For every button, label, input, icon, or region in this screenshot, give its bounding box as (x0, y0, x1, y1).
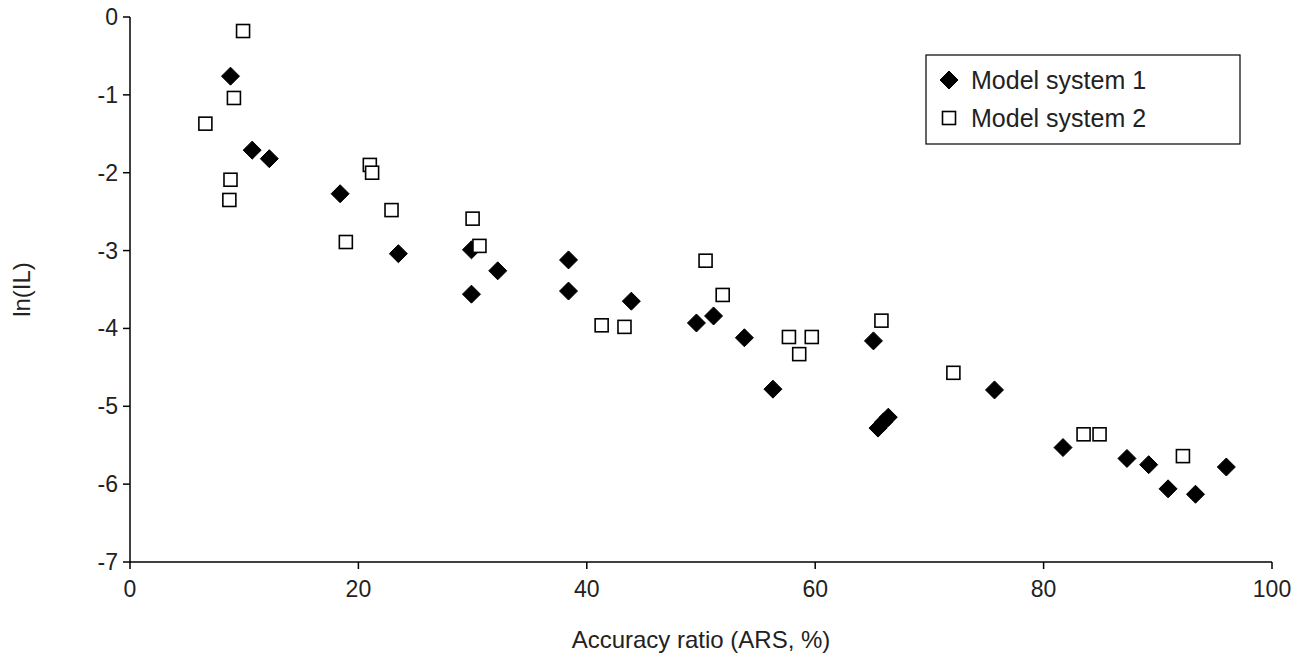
y-tick (123, 172, 130, 174)
point (1159, 480, 1177, 498)
point (1176, 450, 1189, 463)
point (199, 117, 212, 130)
point (1186, 485, 1204, 503)
x-tick-label: 60 (802, 576, 828, 602)
x-tick (1043, 562, 1045, 569)
point (875, 314, 888, 327)
point (1054, 439, 1072, 457)
point (705, 307, 723, 325)
legend: Model system 1 Model system 2 (926, 55, 1240, 144)
x-tick (586, 562, 588, 569)
point (224, 173, 237, 186)
point (223, 193, 236, 206)
point (618, 320, 631, 333)
y-tick-label: -4 (98, 315, 119, 341)
point (716, 288, 729, 301)
point (473, 239, 486, 252)
point (793, 348, 806, 361)
point (339, 236, 352, 249)
y-axis-label: ln(IL) (8, 262, 35, 317)
y-tick (123, 483, 130, 485)
point (1118, 449, 1136, 467)
x-tick-label: 20 (346, 576, 372, 602)
point (560, 282, 578, 300)
x-tick-label: 40 (574, 576, 600, 602)
point (366, 166, 379, 179)
x-tick-label: 80 (1031, 576, 1057, 602)
y-tick (123, 250, 130, 252)
x-tick (814, 562, 816, 569)
y-tick-label: -1 (98, 82, 118, 108)
point (864, 332, 882, 350)
point (947, 366, 960, 379)
y-tick (123, 328, 130, 330)
y-tick (123, 16, 130, 18)
y-tick-label: -2 (98, 160, 118, 186)
x-tick-label: 100 (1253, 576, 1291, 602)
point (735, 329, 753, 347)
legend-marker (940, 71, 958, 89)
point (687, 314, 705, 332)
point (243, 141, 261, 159)
point (764, 380, 782, 398)
x-tick (1271, 562, 1273, 569)
x-axis (130, 561, 1272, 563)
point (237, 25, 250, 38)
x-axis-label: Accuracy ratio (ARS, %) (572, 626, 831, 653)
point (595, 319, 608, 332)
point (221, 67, 239, 85)
y-tick-label: -5 (98, 393, 118, 419)
y-tick (123, 561, 130, 563)
point (782, 330, 795, 343)
y-tick-label: 0 (105, 4, 118, 30)
point (1093, 428, 1106, 441)
point (260, 150, 278, 168)
y-tick (123, 94, 130, 96)
point (622, 292, 640, 310)
chart: -7 -6 -5 -4 -3 -2 -1 0 0 20 40 60 80 100 Accuracy rati… (0, 0, 1303, 665)
point (985, 381, 1003, 399)
point (466, 212, 479, 225)
legend-marker (943, 112, 956, 125)
x-tick (129, 562, 131, 569)
point (805, 330, 818, 343)
y-tick-label: -6 (98, 471, 118, 497)
point (699, 254, 712, 267)
legend-label: Model system 1 (971, 66, 1146, 94)
y-axis (129, 17, 131, 562)
y-tick (123, 406, 130, 408)
point (489, 262, 507, 280)
point (560, 251, 578, 269)
point (331, 185, 349, 203)
point (389, 245, 407, 263)
point (227, 91, 240, 104)
x-tick (358, 562, 360, 569)
point (385, 204, 398, 217)
x-tick-label: 0 (124, 576, 137, 602)
point (1217, 458, 1235, 476)
point (1140, 456, 1158, 474)
point (1077, 428, 1090, 441)
legend-label: Model system 2 (971, 104, 1146, 132)
legend-box (926, 55, 1240, 144)
y-tick-label: -7 (98, 549, 118, 575)
y-tick-label: -3 (98, 238, 118, 264)
point (462, 285, 480, 303)
point (879, 408, 897, 426)
